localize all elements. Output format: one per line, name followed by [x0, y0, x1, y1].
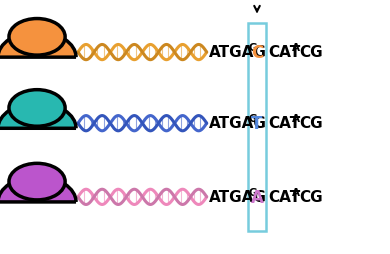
Text: G: G	[248, 187, 257, 198]
Text: A: A	[292, 114, 300, 124]
Text: ATGAG: ATGAG	[209, 116, 266, 132]
Circle shape	[9, 90, 65, 126]
Wedge shape	[0, 177, 76, 202]
Text: A: A	[292, 43, 300, 53]
Text: A: A	[250, 189, 264, 207]
Circle shape	[9, 163, 65, 200]
Text: T: T	[251, 115, 263, 133]
Bar	[248, 23, 266, 231]
Text: C: C	[251, 44, 263, 62]
Text: CG: CG	[299, 116, 323, 132]
Text: SNP: SNP	[236, 0, 278, 4]
Wedge shape	[0, 103, 76, 128]
Text: A: A	[292, 187, 300, 198]
Text: G: G	[248, 114, 257, 124]
Text: CAT: CAT	[268, 45, 301, 60]
Circle shape	[9, 19, 65, 55]
Text: G: G	[248, 43, 257, 53]
Text: CAT: CAT	[268, 190, 301, 205]
Text: CG: CG	[299, 45, 323, 60]
Wedge shape	[0, 32, 76, 57]
Text: CAT: CAT	[268, 116, 301, 132]
Text: CG: CG	[299, 190, 323, 205]
Text: ATGAG: ATGAG	[209, 45, 266, 60]
Text: ATGAG: ATGAG	[209, 190, 266, 205]
